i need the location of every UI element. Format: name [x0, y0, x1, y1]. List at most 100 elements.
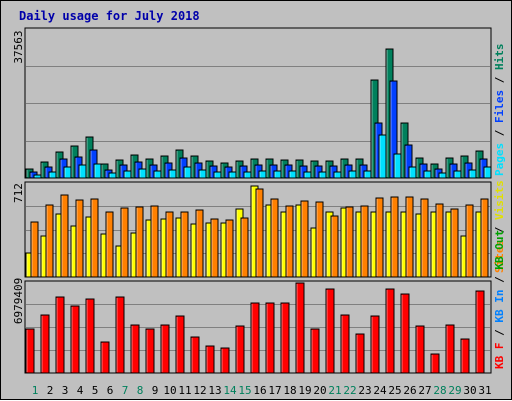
bar-fill [100, 341, 110, 374]
bar-fill [93, 163, 102, 179]
bar-sites [60, 194, 69, 278]
bar-pages [63, 166, 72, 179]
bar-pages [33, 174, 42, 179]
bar-fill [445, 324, 455, 374]
bar-pages [213, 171, 222, 179]
bar-kb-f [25, 328, 35, 374]
day-label: 3 [62, 384, 69, 397]
bar-fill [435, 203, 444, 278]
bar-pages [183, 166, 192, 179]
bar-fill [420, 198, 429, 278]
bar-fill [333, 171, 342, 179]
day-label: 26 [403, 384, 416, 397]
bar-pages [483, 166, 492, 179]
bar-fill [360, 205, 369, 278]
bar-pages [258, 170, 267, 179]
bar-pages [303, 171, 312, 179]
legend-sites: Sites [493, 240, 506, 273]
day-label: 10 [163, 384, 176, 397]
day-label: 15 [238, 384, 251, 397]
hits-files-pages-panel [24, 27, 492, 179]
bar-fill [315, 201, 324, 278]
bar-sites [255, 188, 264, 278]
legend-files: Files [493, 90, 506, 123]
day-label: 12 [193, 384, 206, 397]
bar-sites [105, 211, 114, 278]
bar-kb-f [55, 296, 65, 374]
bar-sites [345, 206, 354, 278]
legend-visits: Visits [493, 180, 506, 220]
day-label: 24 [373, 384, 387, 397]
bar-fill [63, 166, 72, 179]
bar-sites [285, 205, 294, 278]
bar-kb-f [415, 325, 425, 374]
bar-fill [210, 218, 219, 278]
bar-fill [430, 353, 440, 374]
bar-sites [300, 200, 309, 278]
day-label: 21 [328, 384, 341, 397]
day-label: 2 [47, 384, 54, 397]
bar-kb-f [220, 347, 230, 374]
bar-fill [235, 325, 245, 374]
bar-fill [330, 215, 339, 278]
bar-sites [240, 217, 249, 278]
bar-kb-f [265, 302, 275, 374]
bar-sites [90, 198, 99, 278]
bar-fill [75, 199, 84, 278]
bar-sites [435, 203, 444, 278]
bar-kb-f [205, 345, 215, 374]
day-label: 8 [137, 384, 144, 397]
day-label: 25 [388, 384, 401, 397]
bar-sites [270, 198, 279, 278]
bar-fill [48, 171, 57, 179]
day-label: 19 [298, 384, 311, 397]
bar-kb-f [445, 324, 455, 374]
bar-sites [75, 199, 84, 278]
bar-pages [378, 134, 387, 179]
bar-fill [45, 204, 54, 278]
bar-fill [288, 170, 297, 179]
bar-fill [225, 219, 234, 278]
day-label: 5 [92, 384, 99, 397]
bar-fill [483, 166, 492, 179]
bar-fill [325, 288, 335, 374]
bar-fill [175, 315, 185, 374]
bar-fill [25, 328, 35, 374]
bar-kb-f [235, 325, 245, 374]
bar-kb-f [295, 282, 305, 374]
bar-pages [243, 171, 252, 179]
bar-sites [165, 211, 174, 278]
bar-sites [45, 204, 54, 278]
bar-sites [330, 215, 339, 278]
day-label: 11 [178, 384, 191, 397]
bar-kb-f [70, 305, 80, 374]
bar-fill [475, 290, 485, 374]
bar-fill [135, 206, 144, 278]
bar-fill [240, 217, 249, 278]
bar-fill [348, 170, 357, 179]
bar-kb-f [160, 324, 170, 374]
hits-max-label: 37563 [12, 30, 25, 63]
bar-sites [225, 219, 234, 278]
bar-pages [438, 172, 447, 179]
bar-kb-f [355, 333, 365, 374]
bar-fill [55, 296, 65, 374]
bar-fill [190, 336, 200, 374]
bar-sites [135, 206, 144, 278]
legend-kbf: KB F [493, 343, 506, 370]
day-label: 16 [253, 384, 266, 397]
bar-pages [468, 169, 477, 179]
bar-fill [408, 166, 417, 179]
bar-fill [280, 302, 290, 374]
bar-fill [423, 170, 432, 179]
bar-fill [180, 211, 189, 278]
bar-fill [78, 164, 87, 179]
bar-sites [315, 201, 324, 278]
bar-sites [390, 196, 399, 278]
bar-sites [420, 198, 429, 278]
day-label: 29 [448, 384, 461, 397]
bar-fill [115, 296, 125, 374]
bar-sites [195, 209, 204, 278]
